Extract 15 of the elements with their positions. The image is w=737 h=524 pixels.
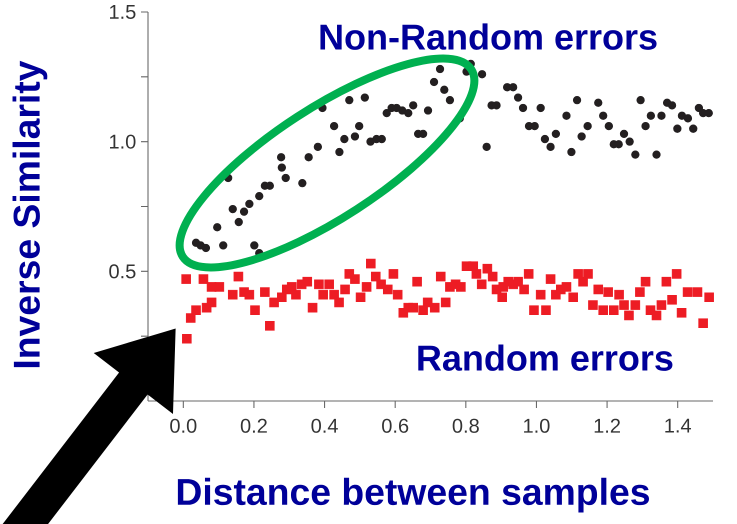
x-tick-label: 0.6: [382, 418, 408, 433]
x-tick-label: 0.8: [452, 418, 479, 433]
x-tick-label: 1.2: [594, 418, 620, 433]
series-label: Non-Random errors: [320, 23, 657, 50]
y-axis-title: Inverse Similarity: [12, 60, 48, 368]
x-tick-label: 0.4: [311, 418, 338, 433]
series-label: Random errors: [418, 344, 672, 371]
x-tick-label: 1.4: [665, 418, 692, 432]
x-tick-label: 0.0: [170, 418, 196, 433]
x-tick-label: 1.0: [524, 418, 550, 433]
x-tick-label: 0.2: [240, 418, 267, 433]
x-axis-title: Distance between samples: [178, 478, 649, 513]
y-tick-label: 1.5: [110, 5, 136, 19]
y-tick-label: 1.0: [110, 134, 136, 149]
y-tick-label: 0.5: [109, 264, 136, 278]
